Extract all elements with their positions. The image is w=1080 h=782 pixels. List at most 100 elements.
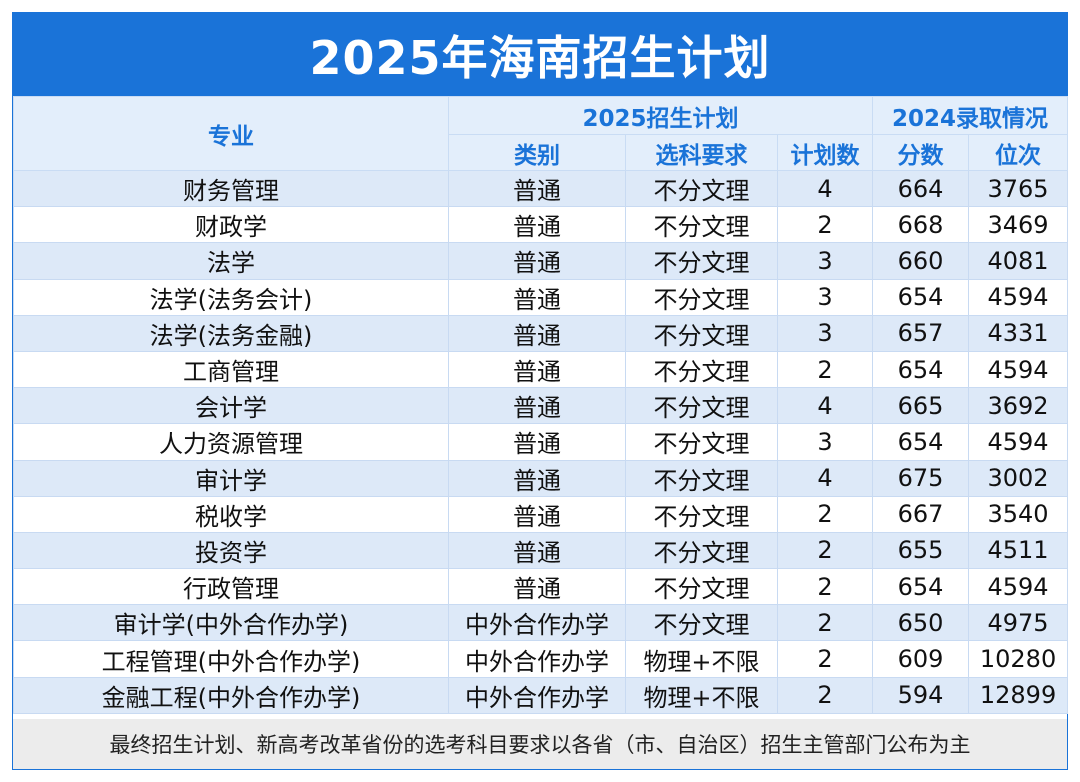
cell-category: 普通 [448, 531, 626, 570]
cell-plan-count: 2 [776, 531, 874, 570]
cell-subject-req: 不分文理 [625, 495, 778, 533]
cell-plan-count: 2 [776, 206, 874, 244]
cell-score: 654 [872, 568, 970, 606]
table-row: 法学(法务金融) 普通 不分文理 3 657 4331 [13, 314, 1069, 352]
cell-subject-req: 不分文理 [625, 604, 778, 642]
table-row: 审计学(中外合作办学) 中外合作办学 不分文理 2 650 4975 [13, 604, 1069, 642]
cell-plan-count: 2 [776, 604, 874, 642]
cell-subject-req: 不分文理 [625, 387, 778, 425]
cell-plan-count: 2 [776, 676, 874, 714]
cell-major: 审计学 [13, 459, 449, 497]
table-row: 财务管理 普通 不分文理 4 664 3765 [13, 169, 1069, 208]
cell-major: 投资学 [13, 531, 449, 570]
cell-score: 650 [872, 604, 970, 642]
cell-plan-count: 2 [776, 350, 874, 389]
cell-subject-req: 不分文理 [625, 350, 778, 389]
header-major: 专业 [13, 96, 449, 171]
cell-category: 普通 [448, 495, 626, 533]
cell-category: 中外合作办学 [448, 604, 626, 642]
table-row: 税收学 普通 不分文理 2 667 3540 [13, 495, 1069, 533]
cell-score: 675 [872, 459, 970, 497]
cell-score: 654 [872, 278, 970, 316]
cell-subject-req: 不分文理 [625, 531, 778, 570]
cell-score: 668 [872, 206, 970, 244]
cell-subject-req: 物理+不限 [625, 676, 778, 714]
table-row: 工商管理 普通 不分文理 2 654 4594 [13, 350, 1069, 389]
header-score: 分数 [872, 134, 970, 171]
header-plan-group: 2025招生计划 [447, 96, 874, 135]
cell-score: 654 [872, 423, 970, 461]
cell-score: 654 [872, 350, 970, 389]
cell-major: 财政学 [13, 206, 449, 244]
cell-plan-count: 3 [776, 242, 874, 280]
cell-subject-req: 不分文理 [625, 278, 778, 316]
table-row: 人力资源管理 普通 不分文理 3 654 4594 [13, 423, 1069, 461]
header-rank: 位次 [968, 134, 1069, 171]
cell-rank: 4594 [968, 423, 1069, 461]
table-row: 行政管理 普通 不分文理 2 654 4594 [13, 568, 1069, 606]
cell-subject-req: 不分文理 [625, 169, 778, 208]
cell-plan-count: 2 [776, 568, 874, 606]
cell-major: 会计学 [13, 387, 449, 425]
cell-subject-req: 不分文理 [625, 206, 778, 244]
cell-rank: 3765 [968, 169, 1069, 208]
table-row: 法学 普通 不分文理 3 660 4081 [13, 242, 1069, 280]
table-row: 会计学 普通 不分文理 4 665 3692 [13, 387, 1069, 425]
cell-category: 中外合作办学 [448, 640, 626, 678]
cell-rank: 4594 [968, 568, 1069, 606]
cell-major: 财务管理 [13, 169, 449, 208]
cell-rank: 4594 [968, 278, 1069, 316]
cell-rank: 4511 [968, 531, 1069, 570]
cell-major: 金融工程(中外合作办学) [13, 676, 449, 714]
cell-category: 中外合作办学 [448, 676, 626, 714]
cell-subject-req: 物理+不限 [625, 640, 778, 678]
cell-plan-count: 4 [776, 459, 874, 497]
cell-plan-count: 3 [776, 278, 874, 316]
cell-rank: 4975 [968, 604, 1069, 642]
cell-category: 普通 [448, 459, 626, 497]
cell-category: 普通 [448, 314, 626, 352]
cell-rank: 3540 [968, 495, 1069, 533]
cell-score: 660 [872, 242, 970, 280]
cell-subject-req: 不分文理 [625, 423, 778, 461]
table-body: 财务管理 普通 不分文理 4 664 3765 财政学 普通 不分文理 2 668 3469 法学 普通不… [13, 169, 1069, 714]
table-row: 审计学 普通 不分文理 4 675 3002 [13, 459, 1069, 497]
table-row: 工程管理(中外合作办学) 中外合作办学 物理+不限 2 609 10280 [13, 640, 1069, 678]
footer-note: 最终招生计划、新高考改革省份的选考科目要求以各省（市、自治区）招生主管部门公布为… [13, 719, 1067, 769]
cell-plan-count: 4 [776, 169, 874, 208]
cell-category: 普通 [448, 350, 626, 389]
cell-major: 法学 [13, 242, 449, 280]
cell-subject-req: 不分文理 [625, 242, 778, 280]
cell-rank: 3692 [968, 387, 1069, 425]
cell-subject-req: 不分文理 [625, 568, 778, 606]
admission-plan-sheet: 2025年海南招生计划 专业 2025招生计划 2024录取情况 类别 选科要求… [12, 12, 1069, 770]
cell-category: 普通 [448, 568, 626, 606]
table-row: 法学(法务会计) 普通 不分文理 3 654 4594 [13, 278, 1069, 316]
cell-score: 609 [872, 640, 970, 678]
cell-category: 普通 [448, 423, 626, 461]
cell-rank: 3469 [968, 206, 1069, 244]
cell-rank: 12899 [968, 676, 1069, 714]
cell-plan-count: 2 [776, 640, 874, 678]
cell-rank: 4331 [968, 314, 1069, 352]
cell-rank: 3002 [968, 459, 1069, 497]
cell-plan-count: 3 [776, 423, 874, 461]
header-subject-req: 选科要求 [625, 134, 778, 171]
table-row: 财政学 普通 不分文理 2 668 3469 [13, 206, 1069, 244]
cell-category: 普通 [448, 206, 626, 244]
plan-table: 专业 2025招生计划 2024录取情况 类别 选科要求 计划数 分数 位次 财… [13, 96, 1069, 714]
header-category: 类别 [448, 134, 626, 171]
cell-category: 普通 [448, 278, 626, 316]
header-plan-count: 计划数 [776, 134, 874, 171]
cell-score: 594 [872, 676, 970, 714]
cell-subject-req: 不分文理 [625, 459, 778, 497]
cell-category: 普通 [448, 169, 626, 208]
cell-subject-req: 不分文理 [625, 314, 778, 352]
cell-major: 法学(法务金融) [13, 314, 449, 352]
cell-major: 审计学(中外合作办学) [13, 604, 449, 642]
cell-score: 655 [872, 531, 970, 570]
table-row: 投资学 普通 不分文理 2 655 4511 [13, 531, 1069, 570]
header-admit-group: 2024录取情况 [872, 96, 1069, 135]
cell-major: 人力资源管理 [13, 423, 449, 461]
cell-plan-count: 2 [776, 495, 874, 533]
